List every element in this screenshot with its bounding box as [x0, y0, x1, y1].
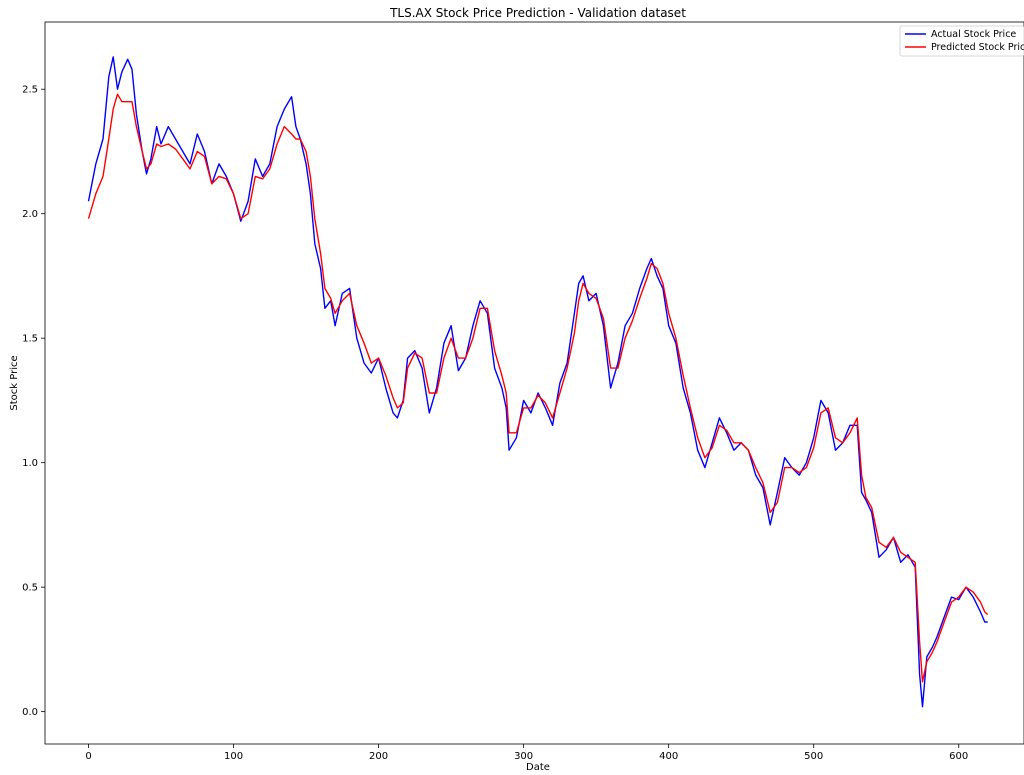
- y-tick-label: 2.0: [22, 209, 38, 220]
- x-tick-label: 500: [804, 751, 823, 762]
- legend-predicted-label: Predicted Stock Price: [931, 42, 1024, 53]
- x-tick-label: 300: [514, 751, 533, 762]
- x-tick-label: 400: [659, 751, 678, 762]
- legend-actual-label: Actual Stock Price: [931, 29, 1016, 40]
- plot-frame: [44, 21, 1024, 745]
- x-tick-label: 100: [224, 751, 243, 762]
- legend: Actual Stock Price Predicted Stock Price: [899, 25, 1024, 57]
- x-ticks: 0 100 200 300 400 500 600: [85, 744, 968, 762]
- legend-box: [899, 25, 1024, 57]
- x-axis-label: Date: [526, 762, 550, 773]
- y-tick-label: 1.0: [22, 458, 38, 469]
- x-tick-label: 0: [85, 751, 91, 762]
- series-layer: [87, 56, 989, 708]
- x-tick-label: 600: [949, 751, 968, 762]
- y-axis-label: Stock Price: [9, 355, 20, 410]
- y-tick-label: 1.5: [22, 334, 38, 345]
- actual-price-line: [87, 56, 988, 708]
- y-tick-label: 2.5: [22, 85, 38, 96]
- y-tick-label: 0.5: [22, 583, 38, 594]
- y-ticks: 0.0 0.5 1.0 1.5 2.0 2.5: [22, 85, 45, 718]
- y-tick-label: 0.0: [22, 707, 38, 718]
- predicted-price-line: [87, 93, 989, 683]
- x-tick-label: 200: [369, 751, 388, 762]
- chart-title: TLS.AX Stock Price Prediction - Validati…: [389, 6, 686, 20]
